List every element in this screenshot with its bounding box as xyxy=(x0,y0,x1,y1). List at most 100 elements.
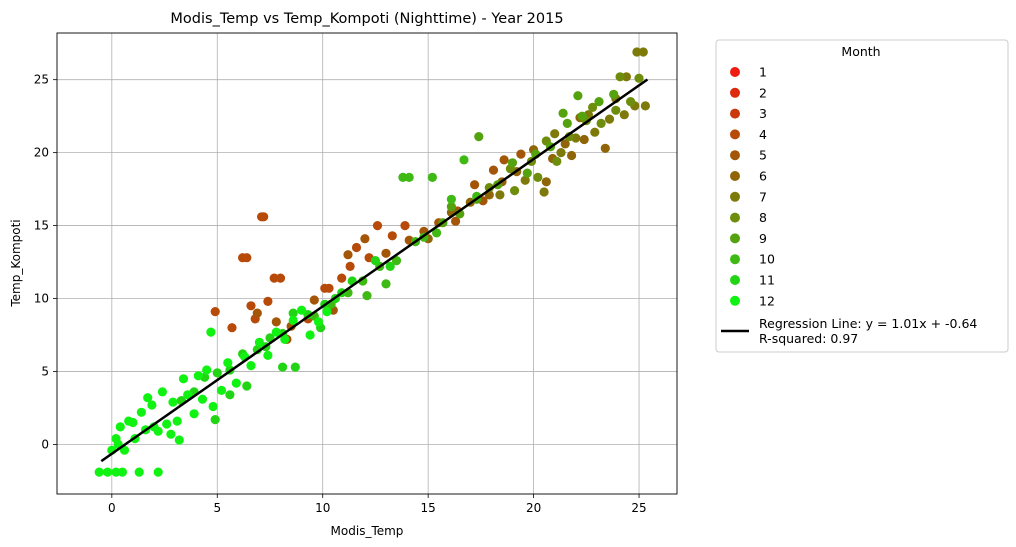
data-point-month-4 xyxy=(242,253,252,263)
y-tick-label: 25 xyxy=(34,73,49,87)
data-point-month-12 xyxy=(216,385,227,395)
data-point-month-12 xyxy=(231,378,241,388)
data-point-month-9 xyxy=(446,202,456,212)
data-point-month-7 xyxy=(621,72,632,82)
data-point-month-4 xyxy=(400,221,410,231)
data-point-month-5 xyxy=(360,234,370,244)
data-point-month-7 xyxy=(632,47,642,57)
data-point-month-10 xyxy=(427,172,437,182)
data-point-month-4 xyxy=(351,242,362,253)
data-point-month-10 xyxy=(398,172,408,182)
data-points xyxy=(94,47,651,477)
regression-line-layer xyxy=(100,78,649,463)
data-point-month-6 xyxy=(579,134,589,145)
data-point-month-4 xyxy=(227,323,237,333)
legend-label-month-3: 3 xyxy=(759,106,767,121)
data-point-month-5 xyxy=(488,165,499,175)
data-point-month-12 xyxy=(208,401,218,412)
x-tick-label: 15 xyxy=(421,501,436,515)
chart-title: Modis_Temp vs Temp_Kompoti (Nighttime) -… xyxy=(170,11,563,27)
data-point-month-10 xyxy=(391,256,402,266)
data-point-month-7 xyxy=(640,101,651,111)
data-point-month-12 xyxy=(117,467,127,477)
data-point-month-6 xyxy=(541,177,551,187)
y-tick-label: 20 xyxy=(34,146,49,160)
data-point-month-9 xyxy=(558,108,568,118)
data-point-month-4 xyxy=(372,221,383,231)
data-point-month-4 xyxy=(246,301,256,311)
y-axis-label: Temp_Kompoti xyxy=(9,219,23,307)
data-point-month-12 xyxy=(128,417,138,428)
data-point-month-11 xyxy=(225,390,235,400)
data-point-month-8 xyxy=(626,97,636,107)
data-point-month-12 xyxy=(193,371,203,381)
data-point-month-4 xyxy=(210,307,220,317)
data-point-month-7 xyxy=(604,114,615,124)
regression-line xyxy=(100,78,649,463)
data-point-month-12 xyxy=(223,358,233,368)
x-tick-label: 0 xyxy=(108,501,116,515)
data-point-month-12 xyxy=(189,409,199,419)
data-point-month-8 xyxy=(596,118,606,128)
data-point-month-8 xyxy=(634,73,644,83)
data-point-month-12 xyxy=(147,400,157,410)
x-tick-label: 25 xyxy=(631,501,646,515)
data-point-month-11 xyxy=(370,256,380,266)
data-point-month-11 xyxy=(242,381,252,391)
data-point-month-9 xyxy=(507,158,518,168)
data-point-month-8 xyxy=(615,72,625,82)
data-point-month-8 xyxy=(611,105,621,115)
legend-marker-month-6 xyxy=(730,171,740,181)
legend-marker-month-8 xyxy=(730,212,740,223)
legend-label-month-11: 11 xyxy=(759,273,775,288)
data-point-month-12 xyxy=(263,350,273,360)
data-point-month-5 xyxy=(516,149,526,159)
data-point-month-10 xyxy=(432,228,442,238)
data-point-month-12 xyxy=(206,327,216,337)
data-point-month-10 xyxy=(446,194,456,204)
data-point-month-11 xyxy=(385,261,395,271)
data-point-month-10 xyxy=(404,172,414,182)
data-point-month-10 xyxy=(459,155,469,165)
data-point-month-7 xyxy=(520,175,530,185)
data-point-month-12 xyxy=(166,429,176,439)
legend-marker-month-10 xyxy=(730,254,740,265)
data-point-month-11 xyxy=(288,308,298,318)
data-point-month-4 xyxy=(337,273,347,283)
data-point-month-9 xyxy=(609,89,619,99)
data-point-month-12 xyxy=(254,337,264,347)
data-point-month-9 xyxy=(577,111,587,121)
data-point-month-4 xyxy=(324,283,334,293)
data-point-month-5 xyxy=(381,248,391,258)
data-point-month-4 xyxy=(259,212,269,222)
data-point-month-7 xyxy=(495,190,505,200)
data-point-month-12 xyxy=(94,467,104,477)
legend-marker-month-5 xyxy=(730,150,740,161)
data-point-month-12 xyxy=(197,394,208,404)
data-point-month-12 xyxy=(111,467,121,477)
legend-marker-month-9 xyxy=(730,233,740,244)
data-point-month-5 xyxy=(451,216,461,226)
data-point-month-12 xyxy=(134,467,144,477)
data-point-month-12 xyxy=(136,407,146,417)
data-point-month-12 xyxy=(288,315,298,325)
data-point-month-4 xyxy=(275,273,286,283)
data-point-month-12 xyxy=(313,317,324,327)
data-point-month-5 xyxy=(470,180,480,190)
x-tick-label: 5 xyxy=(213,501,221,515)
y-tick-label: 5 xyxy=(41,364,49,378)
legend-label-month-4: 4 xyxy=(759,127,767,142)
plot-frame xyxy=(56,32,678,495)
data-point-month-5 xyxy=(271,317,281,327)
data-point-month-4 xyxy=(269,273,279,283)
data-point-month-4 xyxy=(263,296,273,306)
data-point-month-12 xyxy=(246,361,256,371)
legend-label-month-8: 8 xyxy=(759,210,767,225)
data-point-month-11 xyxy=(212,368,222,378)
legend-label-month-6: 6 xyxy=(759,169,767,184)
legend-marker-month-12 xyxy=(730,295,740,306)
y-axis-ticks: 0 5 10 15 20 25 xyxy=(34,73,57,451)
